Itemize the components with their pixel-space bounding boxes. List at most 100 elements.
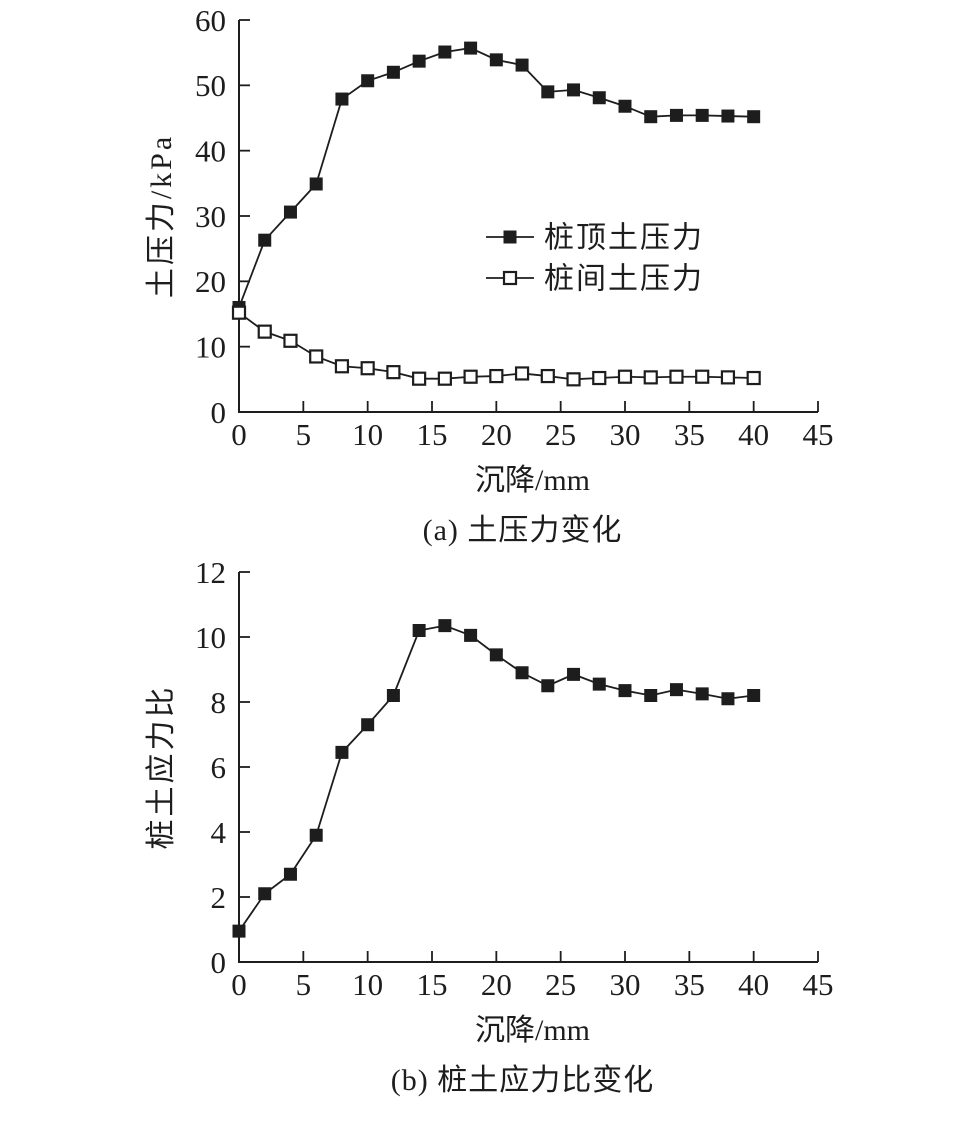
data-point-marker [567, 83, 581, 97]
data-point-marker [644, 689, 658, 702]
x-axis-title: 沉降/mm [475, 1014, 590, 1047]
y-tick-label: 40 [195, 134, 226, 169]
y-tick-label: 4 [211, 815, 227, 850]
data-point-marker [541, 85, 555, 99]
data-point-marker [283, 333, 298, 348]
x-tick-label: 40 [738, 417, 769, 452]
x-tick-label: 45 [803, 967, 834, 1002]
x-tick-label: 10 [352, 417, 383, 452]
x-tick-label: 0 [231, 417, 247, 452]
data-point-marker [541, 679, 555, 693]
y-axis-title: 土压力/kPa [145, 134, 178, 298]
data-point-marker [747, 110, 761, 124]
x-tick-label: 30 [610, 417, 641, 452]
data-point-marker [720, 370, 736, 385]
data-point-marker [309, 177, 323, 191]
x-tick-label: 20 [481, 417, 512, 452]
x-axis-title: 沉降/mm [475, 464, 590, 497]
y-tick-label: 2 [211, 880, 227, 915]
y-tick-label: 30 [195, 199, 226, 234]
data-point-marker [309, 349, 324, 364]
data-point-marker [283, 867, 297, 881]
data-point-marker [464, 41, 478, 55]
data-point-marker [721, 692, 735, 706]
y-tick-label: 20 [195, 264, 226, 299]
data-point-marker [437, 371, 452, 386]
data-point-marker [515, 666, 529, 680]
y-tick-label: 6 [211, 750, 227, 785]
data-point-marker [695, 687, 709, 701]
x-tick-label: 45 [803, 417, 834, 452]
x-tick-label: 35 [674, 967, 705, 1002]
x-tick-label: 10 [352, 967, 383, 1002]
y-tick-label: 0 [211, 945, 227, 980]
data-point-marker [258, 887, 272, 901]
data-point-marker [721, 109, 735, 123]
data-point-marker [361, 74, 375, 88]
data-point-marker [592, 370, 607, 386]
data-point-marker [438, 45, 452, 59]
y-tick-label: 10 [195, 330, 226, 365]
legend-label: 桩间土压力 [544, 263, 704, 296]
data-point-marker [386, 365, 401, 380]
y-axis-title: 桩土应力比 [145, 685, 178, 850]
data-point-marker [309, 828, 323, 842]
data-point-marker [438, 619, 452, 633]
chart-b-canvas: 0 5 10 15 20 25 30 35 40 45 0 2 4 6 8 10 12 沉降/mm 桩土应力比 (b)… [145, 555, 834, 1097]
data-point-marker [592, 677, 606, 691]
chart-panel-a: 0 5 10 15 20 25 30 35 40 45 0 10 20 30 40 50 60 沉降/mm 土压力/… [0, 0, 976, 555]
chart-panel-b: 0 5 10 15 20 25 30 35 40 45 0 2 4 6 8 10 12 沉降/mm 桩土应力比 (b)… [0, 555, 976, 1125]
legend-label: 桩顶土压力 [544, 222, 704, 255]
axis-frame [238, 20, 818, 413]
data-point-marker [644, 110, 658, 124]
chart-subtitle: (a) 土压力变化 [423, 514, 623, 547]
legend-marker-open-square-icon [502, 270, 518, 286]
data-point-marker [515, 58, 529, 72]
y-tick-label: 12 [195, 555, 226, 590]
data-point-marker [489, 368, 504, 384]
data-point-marker [335, 745, 349, 759]
data-point-marker [335, 92, 349, 106]
y-tick-label: 10 [195, 620, 226, 655]
data-point-marker [489, 53, 503, 67]
data-point-marker [566, 372, 581, 387]
axis-frame [238, 572, 818, 963]
data-point-marker [643, 370, 658, 385]
x-tick-label: 5 [296, 967, 312, 1002]
data-point-marker [669, 683, 683, 697]
x-tick-label: 25 [545, 417, 576, 452]
series-line [238, 624, 754, 932]
data-point-marker [412, 371, 427, 386]
data-point-marker [669, 369, 684, 384]
data-point-marker [361, 718, 375, 732]
y-tick-label: 60 [195, 3, 226, 38]
data-point-marker [567, 667, 581, 681]
x-tick-label: 25 [545, 967, 576, 1002]
data-point-marker [412, 624, 426, 637]
data-point-marker [258, 233, 272, 247]
y-tick-label: 50 [195, 68, 226, 103]
y-tick-label: 8 [211, 685, 227, 720]
x-tick-label: 0 [231, 967, 247, 1002]
x-tick-label: 35 [674, 417, 705, 452]
x-tick-label: 40 [738, 967, 769, 1002]
x-tick-label: 20 [481, 967, 512, 1002]
data-point-marker [695, 369, 710, 384]
data-point-marker [386, 689, 400, 702]
data-point-marker [618, 99, 632, 113]
x-tick-label: 15 [417, 417, 448, 452]
chart-subtitle: (b) 桩土应力比变化 [391, 1064, 654, 1097]
data-point-marker [746, 370, 761, 386]
data-point-marker [464, 628, 478, 642]
data-point-marker [747, 689, 761, 702]
data-point-marker [617, 369, 633, 384]
data-point-marker [386, 65, 400, 79]
x-tick-label: 5 [296, 417, 312, 452]
data-point-marker [412, 54, 426, 68]
data-point-marker [334, 359, 350, 374]
data-point-marker [463, 369, 478, 384]
data-point-marker [695, 108, 709, 122]
data-point-marker [592, 91, 606, 105]
chart-a-canvas: 0 5 10 15 20 25 30 35 40 45 0 10 20 30 40 50 60 沉降/mm 土压力/… [145, 3, 834, 547]
